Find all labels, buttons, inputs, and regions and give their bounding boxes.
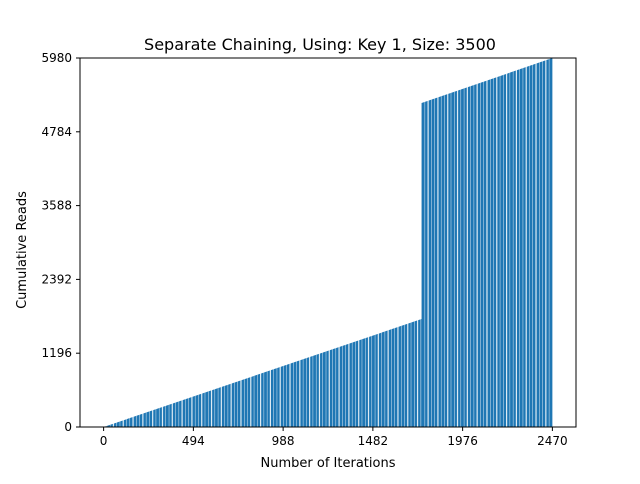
x-tick-label: 1976 (447, 434, 478, 448)
y-axis-label: Cumulative Reads (15, 191, 30, 309)
x-tick-label: 988 (272, 434, 295, 448)
y-tick-label: 0 (64, 420, 72, 434)
chart-title: Separate Chaining, Using: Key 1, Size: 3… (144, 35, 496, 54)
x-ticks-group: 0 494 988 1482 1976 2470 (100, 427, 568, 448)
x-tick-label: 494 (182, 434, 205, 448)
plot-frame (79, 57, 577, 428)
bar-gaps-group (106, 58, 550, 427)
y-tick-label: 5980 (41, 51, 72, 65)
y-tick-label: 4784 (41, 125, 72, 139)
y-tick-label: 2392 (41, 272, 72, 286)
y-tick-label: 3588 (41, 199, 72, 213)
y-ticks-group: 0 1196 2392 3588 4784 5980 (41, 51, 80, 434)
x-tick-label: 2470 (537, 434, 568, 448)
bar-segment (103, 319, 422, 427)
x-tick-label: 0 (100, 434, 108, 448)
y-tick-label: 1196 (41, 346, 72, 360)
x-axis-label: Number of Iterations (261, 456, 396, 471)
x-tick-label: 1482 (358, 434, 389, 448)
